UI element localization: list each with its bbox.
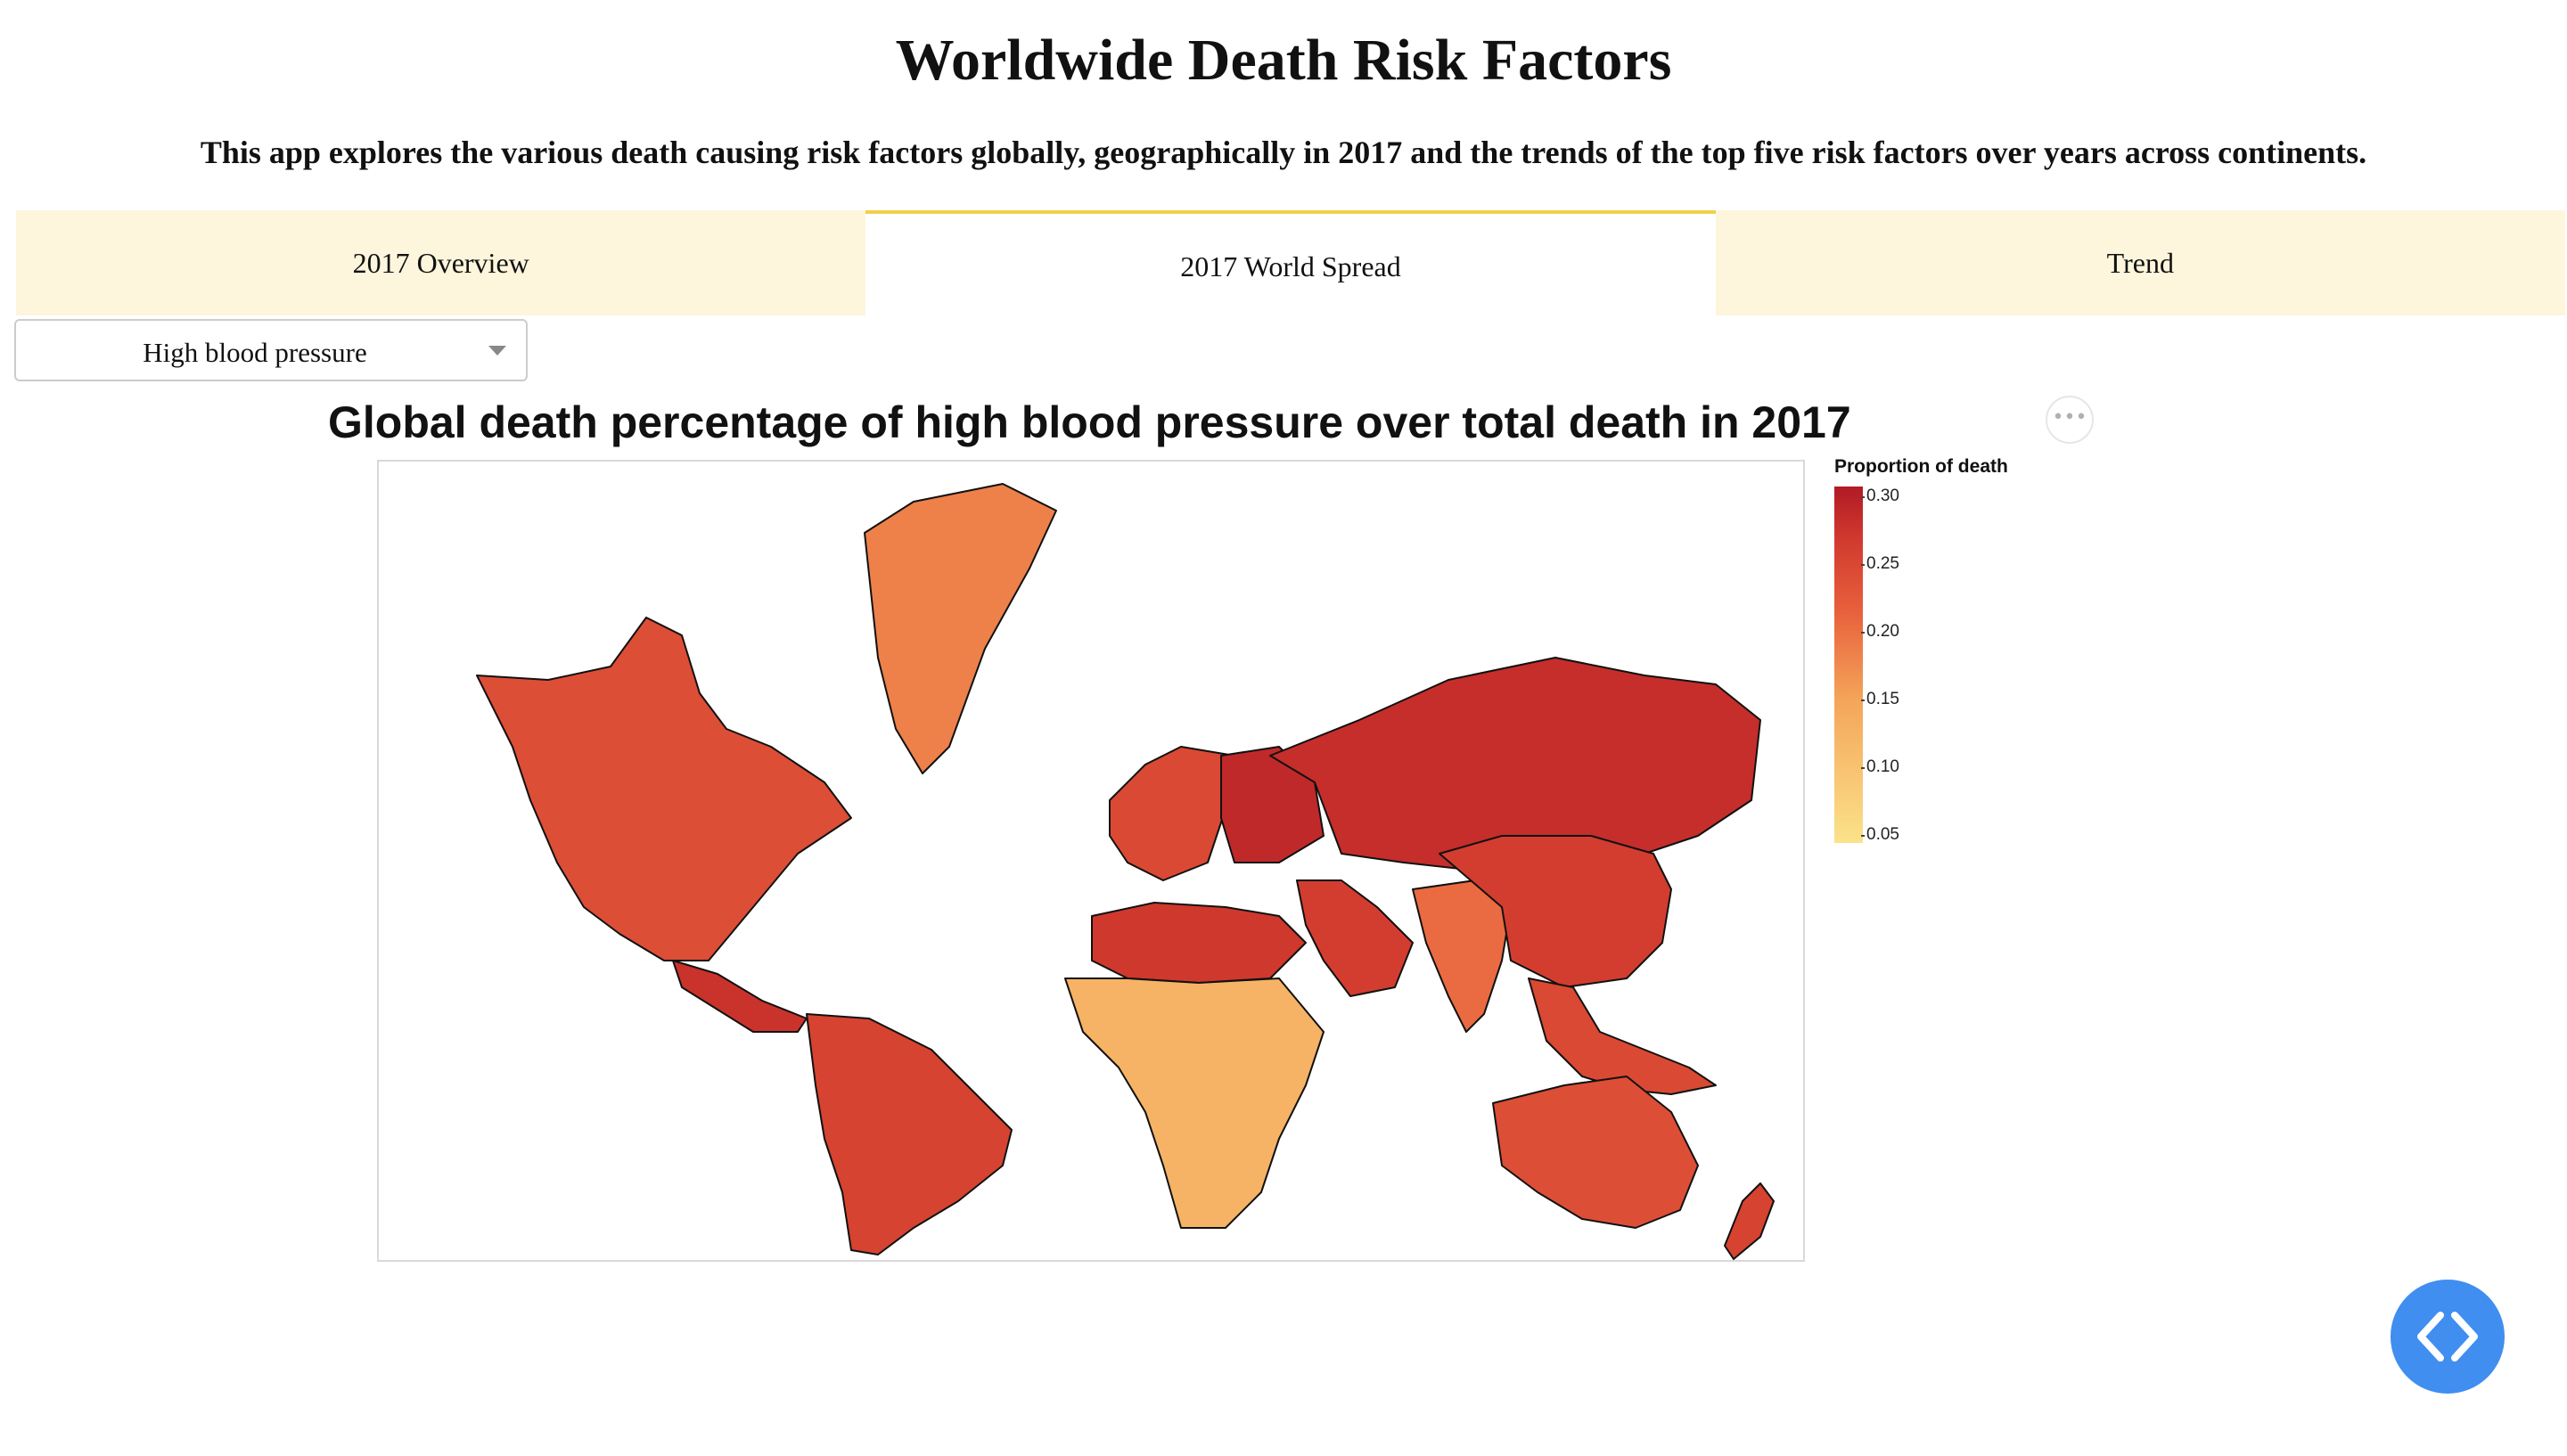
colorbar-tick: 0.20 — [1861, 622, 1899, 641]
map-region-southeast-asia[interactable] — [1528, 977, 1717, 1095]
map-region-greenland[interactable] — [864, 483, 1057, 774]
app-description: This app explores the various death caus… — [200, 135, 2367, 170]
map-region-russia[interactable] — [1269, 657, 1761, 872]
choropleth-map[interactable] — [379, 462, 1803, 1260]
risk-factor-dropdown[interactable]: High blood pressure — [14, 319, 528, 381]
map-region-middle-east[interactable] — [1296, 879, 1414, 997]
tab-2017-overview[interactable]: 2017 Overview — [16, 210, 866, 315]
colorbar-tick: 0.25 — [1861, 554, 1899, 573]
colorbar — [1834, 487, 1863, 843]
code-icon[interactable] — [2391, 1280, 2505, 1394]
map-region-south-america[interactable] — [806, 1013, 1013, 1256]
world-map[interactable] — [377, 460, 1805, 1262]
chart-title: Global death percentage of high blood pr… — [328, 397, 1851, 447]
map-region-western-europe[interactable] — [1109, 746, 1235, 881]
colorbar-tick: 0.10 — [1861, 757, 1899, 776]
chevron-down-icon[interactable] — [488, 346, 506, 356]
dropdown-selected-value: High blood pressure — [143, 337, 367, 368]
tab-trend[interactable]: Trend — [1715, 210, 2565, 315]
map-region-north-america[interactable] — [476, 617, 852, 961]
tab-2017-world-spread[interactable]: 2017 World Spread — [865, 210, 1716, 315]
map-region-sub-saharan-africa[interactable] — [1064, 977, 1325, 1229]
app-title: Worldwide Death Risk Factors — [895, 28, 1672, 93]
map-region-new-zealand[interactable] — [1724, 1182, 1775, 1260]
colorbar-tick: 0.15 — [1861, 690, 1899, 708]
map-region-north-africa[interactable] — [1091, 902, 1307, 984]
map-region-australia[interactable] — [1492, 1076, 1699, 1229]
map-region-china[interactable] — [1439, 835, 1672, 988]
ellipsis-icon[interactable]: ••• — [2046, 396, 2094, 444]
colorbar-title: Proportion of death — [1834, 456, 2008, 477]
colorbar-tick: 0.30 — [1861, 487, 1899, 505]
colorbar-tick: 0.05 — [1861, 825, 1899, 844]
map-region-central-america[interactable] — [672, 960, 808, 1033]
tab-bar: 2017 Overview 2017 World Spread Trend — [16, 210, 2565, 315]
